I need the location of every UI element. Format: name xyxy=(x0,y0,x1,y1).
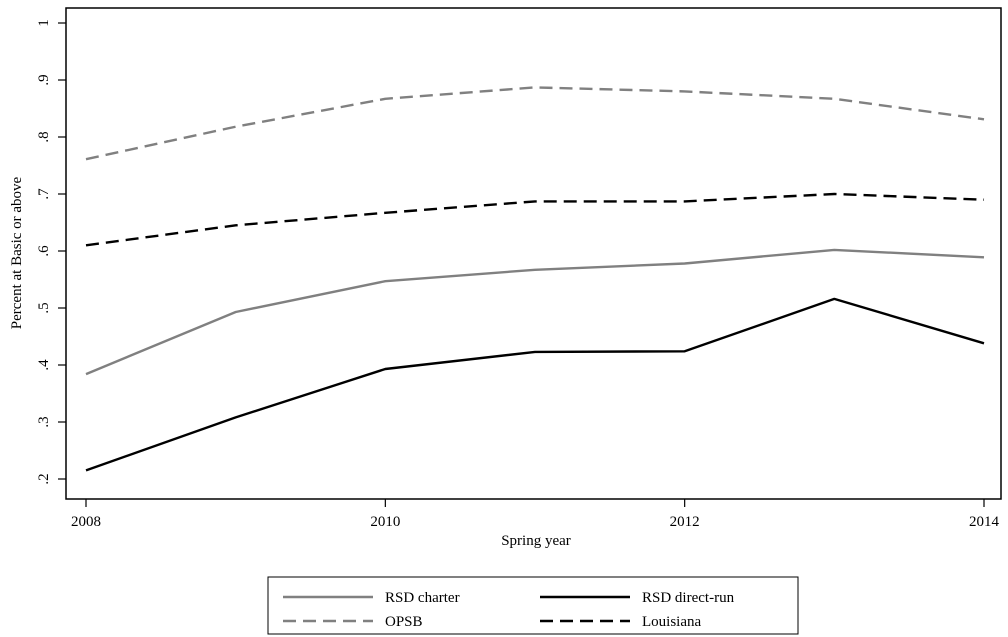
x-tick-label: 2010 xyxy=(370,514,400,530)
y-tick-label: .5 xyxy=(36,302,52,313)
series-lines xyxy=(85,86,985,472)
series-line-rsd-direct-run xyxy=(85,297,985,472)
legend-label-rsd-direct-run: RSD direct-run xyxy=(642,590,735,606)
x-axis: 2008 2010 2012 2014 xyxy=(71,499,1000,530)
y-tick-label: .9 xyxy=(36,74,52,85)
y-tick-label: .3 xyxy=(36,416,52,427)
y-tick-label: .4 xyxy=(36,359,52,371)
x-tick-label: 2012 xyxy=(670,514,700,530)
x-tick-label: 2014 xyxy=(969,514,1000,530)
x-axis-title: Spring year xyxy=(501,533,571,549)
series-line-rsd-charter xyxy=(85,248,985,376)
legend-label-louisiana: Louisiana xyxy=(642,614,701,630)
series-line-opsb xyxy=(85,86,985,161)
legend-label-opsb: OPSB xyxy=(385,614,423,630)
legend: RSD charter RSD direct-run OPSB Louisiana xyxy=(267,576,799,635)
y-tick-label: .8 xyxy=(36,131,52,142)
y-tick-label: .6 xyxy=(36,245,52,257)
series-line-louisiana xyxy=(85,192,985,247)
y-tick-label: 1 xyxy=(36,19,52,27)
y-tick-label: .7 xyxy=(36,188,52,200)
y-axis: .2 .3 .4 .5 .6 .7 .8 .9 1 xyxy=(36,19,66,485)
legend-label-rsd-charter: RSD charter xyxy=(385,590,460,606)
legend-box xyxy=(267,576,799,635)
plot-frame xyxy=(65,7,1002,500)
x-tick-label: 2008 xyxy=(71,514,101,530)
y-tick-label: .2 xyxy=(36,473,52,484)
y-axis-title: Percent at Basic or above xyxy=(9,176,25,329)
